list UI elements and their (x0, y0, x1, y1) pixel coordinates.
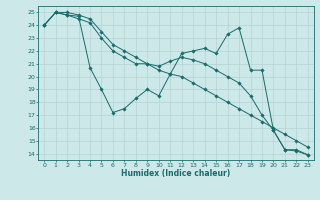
X-axis label: Humidex (Indice chaleur): Humidex (Indice chaleur) (121, 169, 231, 178)
